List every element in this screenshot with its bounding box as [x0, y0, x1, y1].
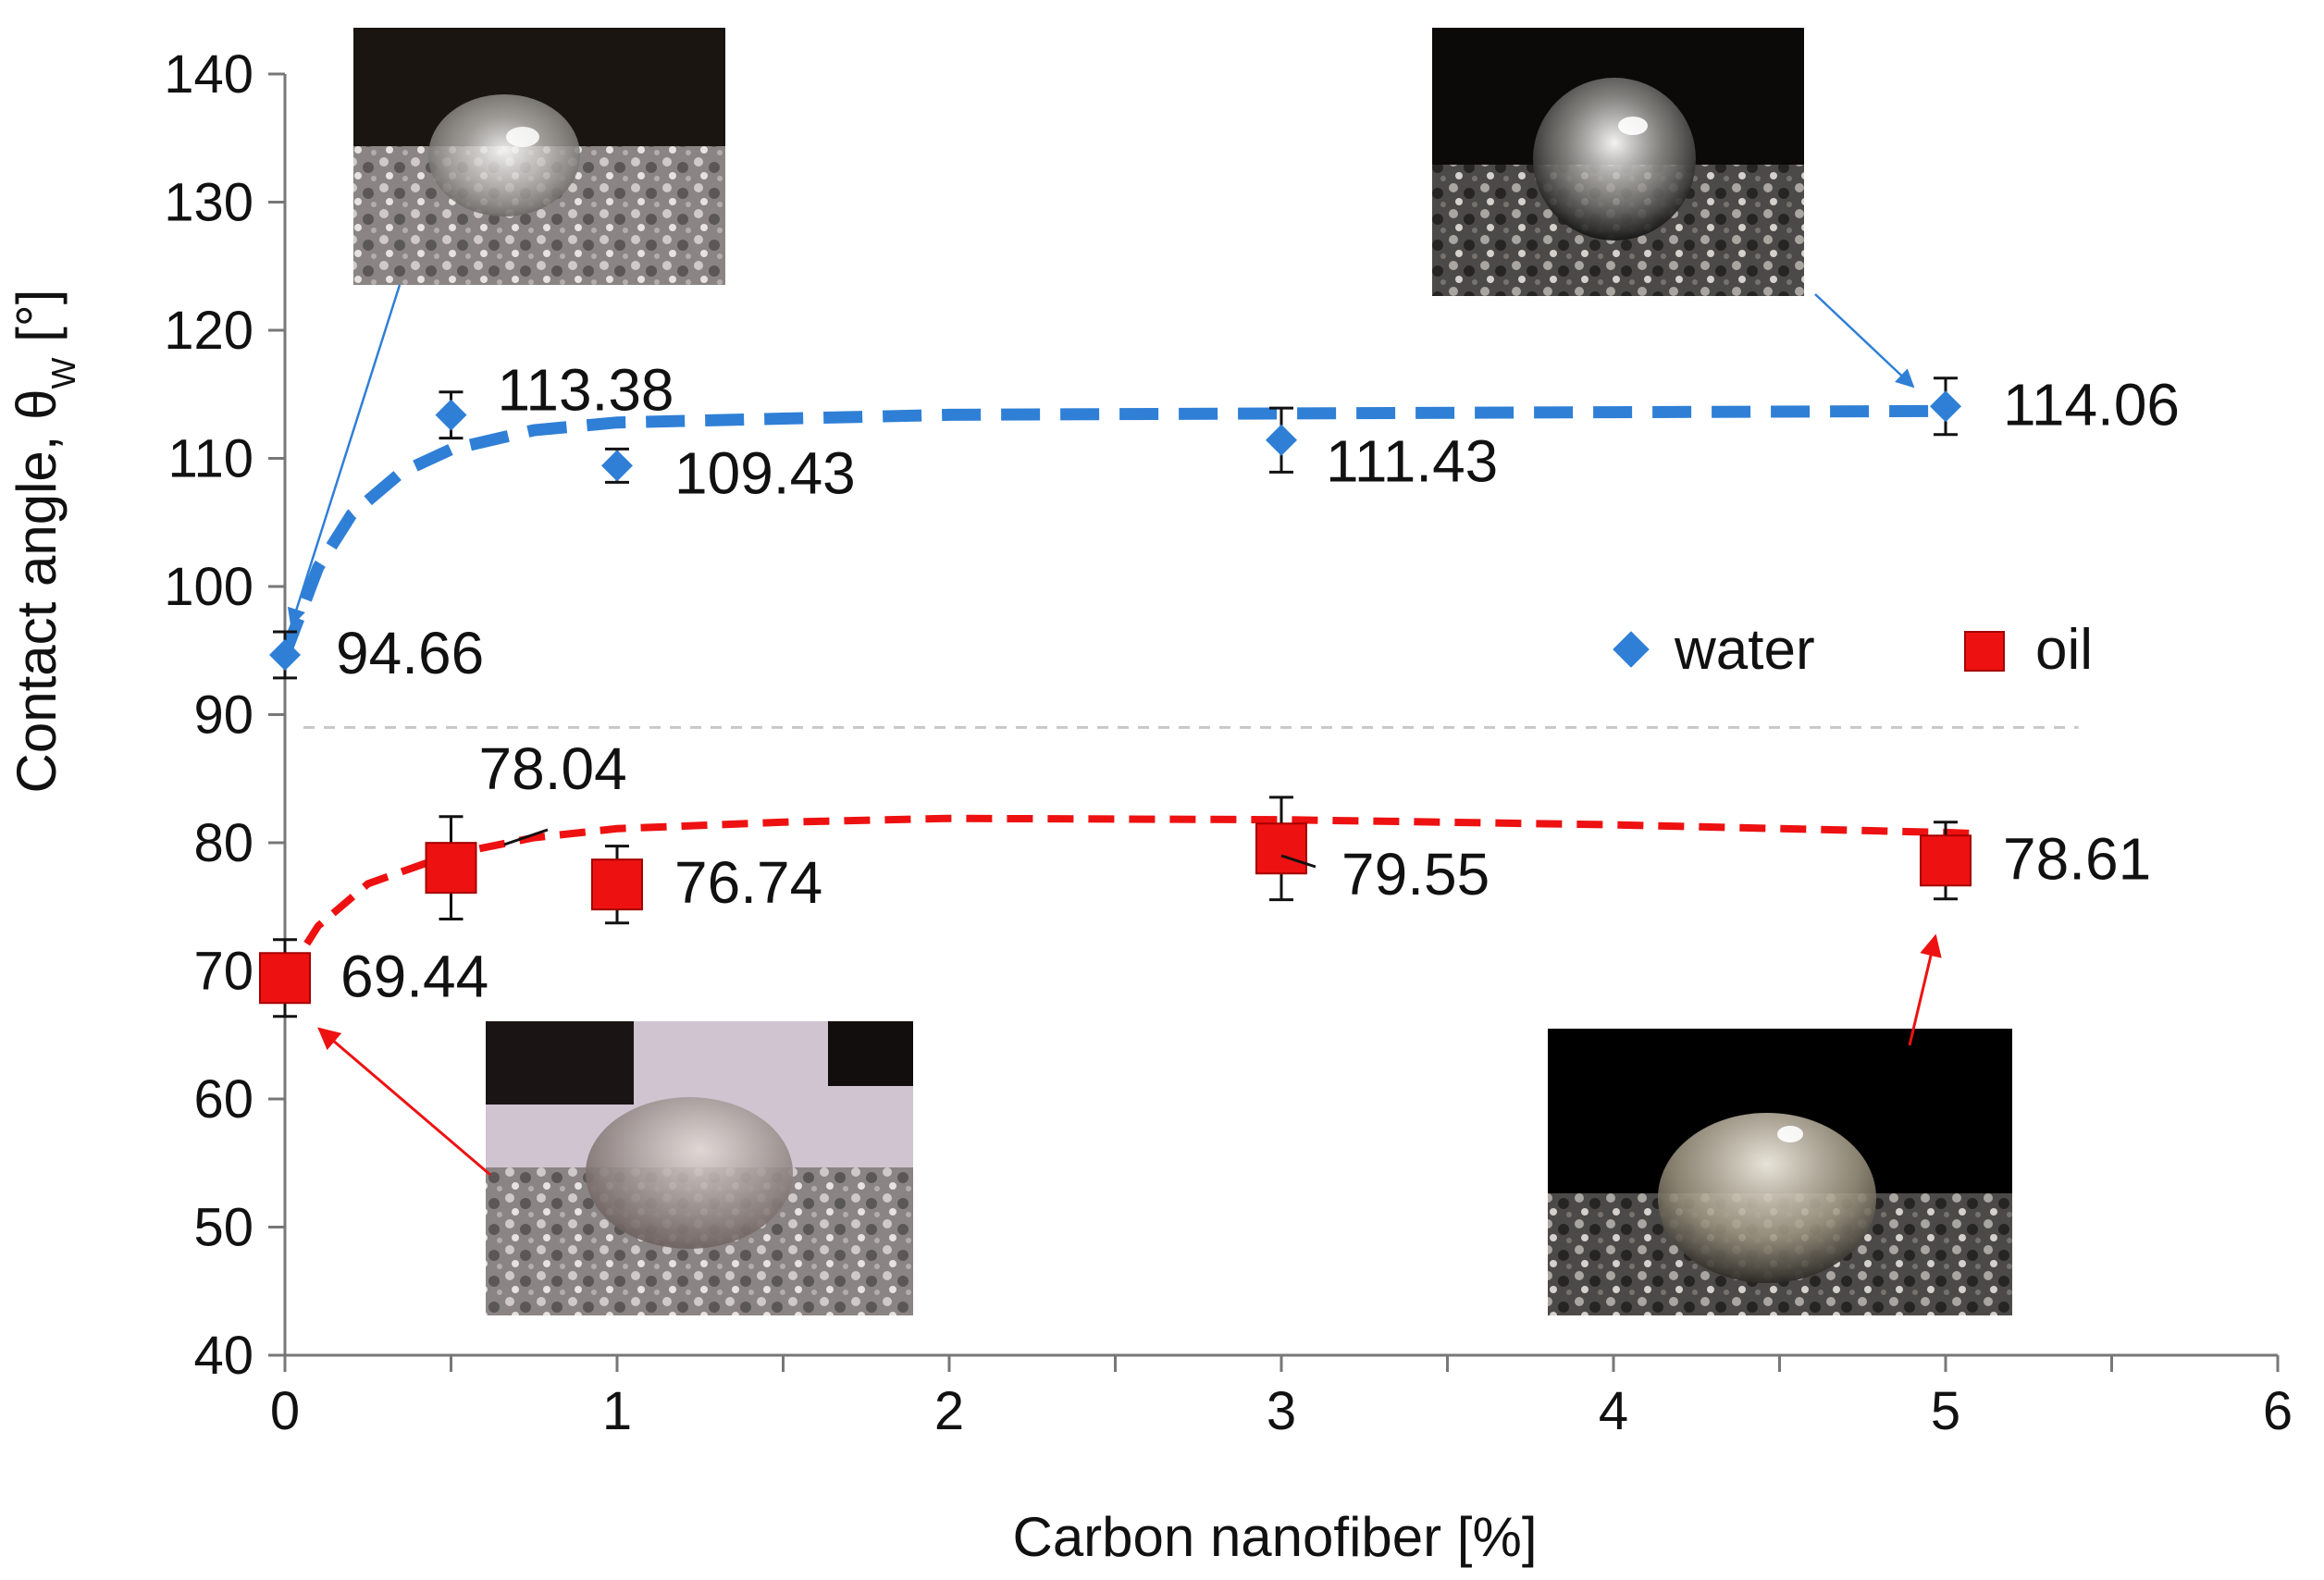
data-label-oil: 69.44: [340, 943, 488, 1009]
arrow-oil-0: [317, 1027, 491, 1177]
y-tick-label: 130: [164, 173, 253, 233]
legend-label-water: water: [1674, 618, 1815, 682]
marker-oil: [1255, 822, 1307, 875]
arrow-water-5: [1814, 293, 1915, 389]
axes: 40 50 60 70 80 90 100 110 120 130 140 0 1 2 3 4 5 6: [164, 44, 2293, 1441]
marker-oil: [591, 858, 643, 911]
y-axis-title: Contact angle, θW [°]: [6, 290, 82, 794]
droplet-photo-oil-0: [486, 1021, 913, 1315]
data-label-water: 109.43: [674, 439, 856, 506]
y-tick-label: 90: [193, 685, 253, 746]
data-label-water: 111.43: [1326, 428, 1498, 495]
marker-water: [601, 450, 633, 482]
marker-water: [435, 399, 467, 431]
droplet-photo-water-0: [353, 28, 725, 285]
legend-item-oil: oil: [1964, 618, 2093, 682]
x-tick-label: 1: [602, 1381, 632, 1441]
y-tick-label: 140: [164, 44, 253, 105]
y-tick-label: 100: [164, 557, 253, 617]
droplet-photo-oil-5: [1548, 1029, 2012, 1315]
data-markers: [259, 390, 1972, 1005]
data-label-oil: 78.61: [2003, 825, 2151, 892]
legend: water oil: [1613, 618, 2093, 682]
arrow-water-0: [287, 284, 402, 627]
legend-label-oil: oil: [2035, 618, 2093, 682]
marker-oil: [1920, 834, 1972, 887]
y-tick-label: 80: [193, 813, 253, 873]
x-tick-label: 3: [1267, 1381, 1296, 1441]
legend-marker-oil: [1964, 631, 2005, 672]
x-tick-label: 0: [270, 1381, 300, 1441]
data-label-oil: 78.04: [479, 735, 627, 802]
y-tick-label: 50: [193, 1198, 253, 1258]
y-tick-label: 60: [193, 1069, 253, 1129]
leader-line-oil-3: [1280, 854, 1317, 869]
x-tick-label: 4: [1599, 1381, 1628, 1441]
droplet-photo-water-5: [1432, 28, 1804, 296]
marker-water: [1930, 390, 1961, 423]
data-label-water: 94.66: [336, 620, 484, 686]
x-axis-ticks: 0 1 2 3 4 5 6: [270, 1355, 2293, 1441]
x-tick-label: 5: [1931, 1381, 1960, 1441]
data-label-oil: 79.55: [1341, 841, 1490, 907]
y-tick-label: 40: [193, 1326, 253, 1386]
data-label-water: 113.38: [498, 357, 674, 424]
water-trend-line: [278, 404, 1947, 658]
data-label-oil: 76.74: [674, 849, 822, 916]
legend-marker-water: [1613, 631, 1650, 668]
data-label-water: 114.06: [2003, 371, 2180, 438]
x-axis-title: Carbon nanofiber [%]: [1012, 1506, 1537, 1568]
y-axis-ticks: 40 50 60 70 80 90 100 110 120 130 140: [164, 44, 285, 1386]
x-tick-label: 2: [934, 1381, 964, 1441]
oil-trend-line: [281, 814, 1980, 981]
marker-oil: [425, 842, 477, 895]
marker-water: [1266, 424, 1297, 456]
y-tick-label: 110: [168, 429, 253, 489]
error-bars: [273, 376, 1958, 1018]
y-tick-label: 70: [193, 942, 253, 1002]
y-tick-label: 120: [164, 301, 253, 361]
arrow-oil-5: [1908, 933, 1942, 1046]
legend-item-water: water: [1613, 618, 1815, 682]
marker-water: [269, 638, 301, 671]
leader-line-oil-0.5: [503, 828, 549, 846]
marker-oil: [259, 952, 311, 1005]
x-tick-label: 6: [2263, 1381, 2293, 1441]
